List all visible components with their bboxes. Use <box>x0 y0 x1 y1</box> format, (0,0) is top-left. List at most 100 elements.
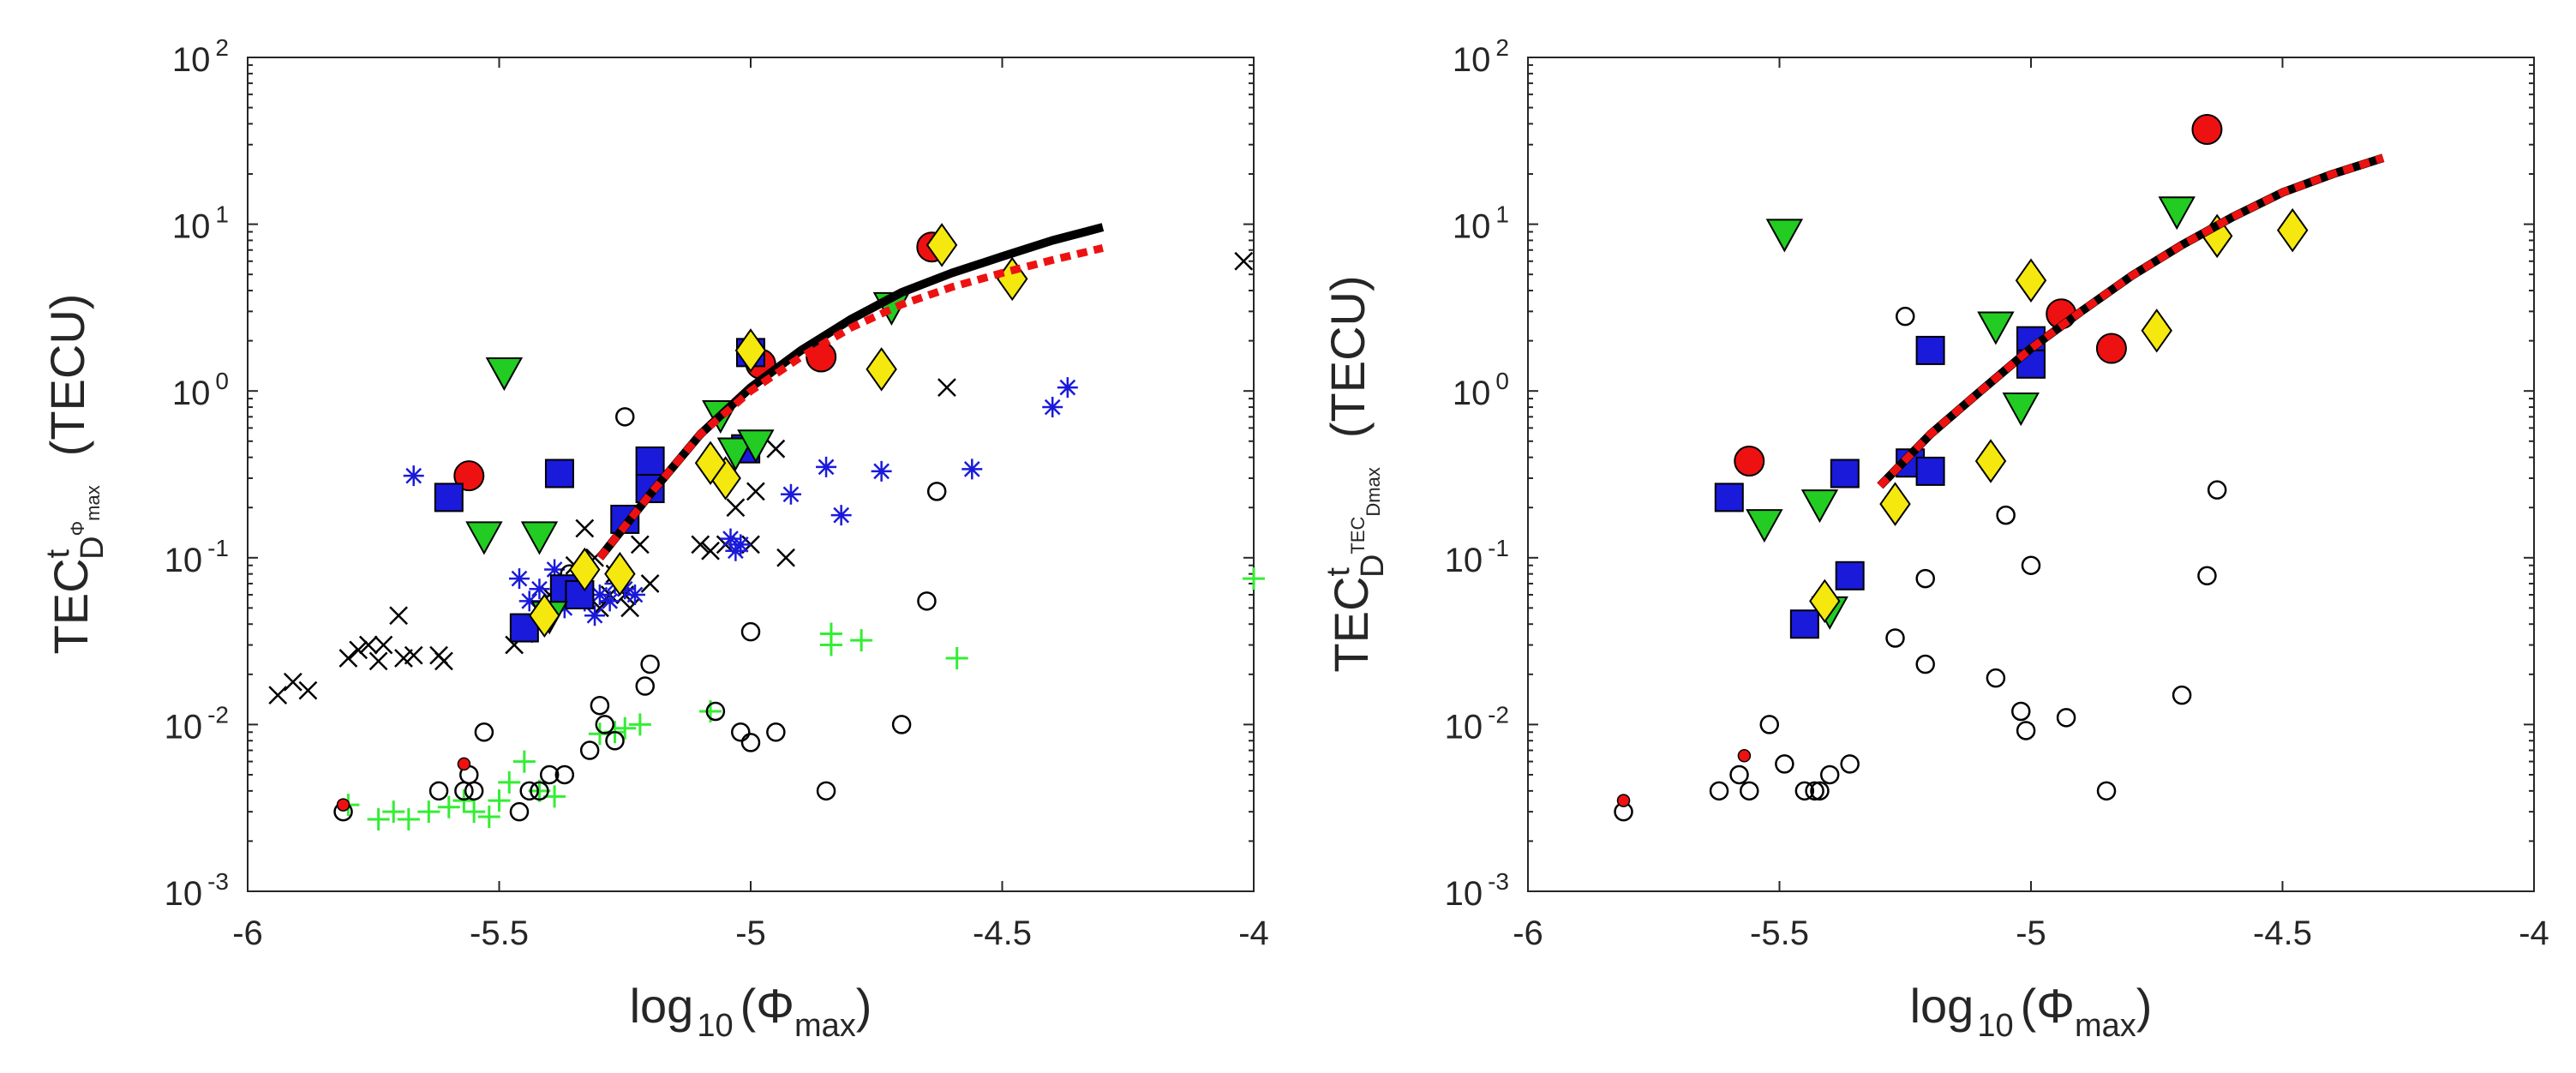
open-circle-point <box>740 621 761 642</box>
cross-point <box>766 439 786 459</box>
cross-point <box>283 672 303 692</box>
left-x-tick-label: -4.5 <box>973 914 1032 952</box>
blue-square-point <box>1915 335 1945 365</box>
open-circle-point <box>539 764 560 785</box>
open-circle-point <box>2056 708 2076 728</box>
left-x-tick-label: -4 <box>1238 914 1269 952</box>
open-circle-point <box>605 731 625 751</box>
fit-dotted-curve <box>1877 153 2385 489</box>
open-circle-point <box>2096 781 2117 801</box>
open-circle-point <box>464 781 484 801</box>
asterisk-point <box>1057 377 1078 399</box>
right-y-tick-label: 10 2 <box>1453 34 1509 79</box>
asterisk-point <box>780 483 801 505</box>
blue-square-point <box>565 579 595 609</box>
plus-point <box>614 716 637 740</box>
cross-point <box>358 635 378 655</box>
right-ticks <box>1527 57 2535 892</box>
left-ticks <box>247 57 1255 892</box>
left-y-tick-label: 10 1 <box>172 201 229 246</box>
right-x-tick-label: -6 <box>1513 914 1543 952</box>
blue-square-point <box>544 459 574 489</box>
green-triangle-point <box>520 521 559 555</box>
plus-point <box>437 795 460 818</box>
plus-point <box>382 800 405 824</box>
blue-square-point <box>1789 609 1819 639</box>
yellow-diamond-point <box>694 441 727 485</box>
green-triangle-point <box>2158 196 2196 231</box>
small-red-dot-point <box>1737 749 1752 763</box>
yellow-diamond-point <box>529 593 560 638</box>
plus-point <box>452 789 476 812</box>
asterisk-point <box>584 605 606 626</box>
plus-point <box>628 713 651 736</box>
green-triangle-point <box>737 429 775 464</box>
cross-point <box>701 541 720 560</box>
open-circle-point <box>2172 685 2192 705</box>
cross-point <box>404 645 423 665</box>
left-y-axis-label-group: TECtDΦmax(TECU) <box>40 294 111 655</box>
open-circle-point <box>1986 668 2006 688</box>
asterisk-point <box>624 584 645 605</box>
open-circle-point <box>1896 306 1915 327</box>
cross-point <box>368 651 388 671</box>
green-triangle-point <box>1977 311 2015 345</box>
open-circle-point <box>530 781 549 801</box>
blue-square-point <box>635 446 665 476</box>
cross-point <box>776 548 795 567</box>
yellow-diamond-point <box>926 223 958 267</box>
left-y-tick-label: 10 2 <box>172 34 229 79</box>
right-y-tick-labels: 10 -3 10 -2 10 -1 10 0 10 1 10 2 <box>1445 34 1509 913</box>
yellow-diamond-point <box>569 547 601 592</box>
plus-point <box>367 808 390 831</box>
open-circle-point <box>740 733 761 752</box>
red-circle-point <box>2191 114 2223 146</box>
left-y-tick-label: 10 -3 <box>165 868 229 913</box>
green-triangle-point <box>716 437 755 471</box>
open-circle-point <box>474 722 494 742</box>
open-circle-point <box>519 781 539 801</box>
open-circle-point <box>2021 555 2041 575</box>
small-red-dot-point <box>457 757 471 771</box>
right-x-tick-label: -5 <box>2016 914 2046 952</box>
asterisk-point <box>1042 397 1063 418</box>
left-y-tick-labels: 10 -3 10 -2 10 -1 10 0 10 1 10 2 <box>165 34 229 913</box>
open-circle-point <box>1729 764 1749 785</box>
asterisk-point <box>508 568 530 590</box>
cross-point <box>691 535 710 554</box>
plus-point <box>488 789 511 812</box>
open-circle-point <box>1996 505 2016 525</box>
left-curves <box>596 223 1105 560</box>
right-x-tick-label: -4.5 <box>2253 914 2312 952</box>
open-circle-point <box>1775 754 1794 774</box>
open-circle-point <box>615 407 635 427</box>
green-triangle-point <box>1746 509 1783 543</box>
left-y-tick-label: 10 0 <box>172 368 229 412</box>
right-y-tick-label: 10 -3 <box>1445 868 1509 913</box>
cross-point <box>746 482 765 501</box>
small-red-dot-point <box>1616 794 1631 807</box>
green-triangle-point <box>1765 219 1804 253</box>
left-y-tick-label: 10 -1 <box>165 535 229 579</box>
open-circle-point <box>635 676 655 696</box>
right-panel: -6 -5.5 -5 -4.5 -4 10 -3 10 -2 10 -1 10 0 10… <box>1321 34 2549 1044</box>
left-x-tick-label: -6 <box>232 914 263 952</box>
open-circle-point <box>1740 781 1759 801</box>
yellow-diamond-point <box>1879 482 1911 526</box>
cross-point <box>268 686 288 705</box>
right-x-axis-label: log 10 (Φmax) <box>1910 979 2153 1044</box>
open-circle-point <box>1915 568 1935 589</box>
plus-point <box>397 808 420 831</box>
cross-point <box>640 574 660 593</box>
cross-point <box>630 535 650 554</box>
right-y-axis-label: TECtDTECDmax(TECU) <box>1321 275 1391 672</box>
left-plot-frame <box>247 57 1255 892</box>
left-panel: -6 -5.5 -5 -4.5 -4 10 -3 10 -2 10 -1 10 0 10… <box>40 34 1269 1044</box>
right-x-tick-label: -4 <box>2519 914 2549 952</box>
plus-point <box>850 629 873 652</box>
yellow-diamond-point <box>2015 258 2047 303</box>
cross-point <box>349 640 368 660</box>
open-circle-point <box>454 781 474 801</box>
yellow-diamond-point <box>2141 309 2172 353</box>
